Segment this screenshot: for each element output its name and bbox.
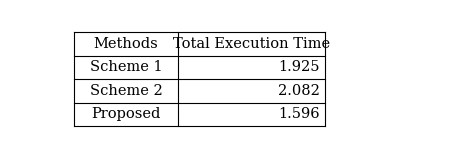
Text: Total Execution Time: Total Execution Time [173, 37, 330, 51]
Text: 1.596: 1.596 [278, 107, 320, 121]
Text: Scheme 2: Scheme 2 [90, 84, 162, 98]
Text: Methods: Methods [94, 37, 158, 51]
Text: 1.925: 1.925 [278, 60, 320, 74]
Text: 2.082: 2.082 [278, 84, 319, 98]
Text: Proposed: Proposed [91, 107, 161, 121]
Text: Scheme 1: Scheme 1 [90, 60, 162, 74]
